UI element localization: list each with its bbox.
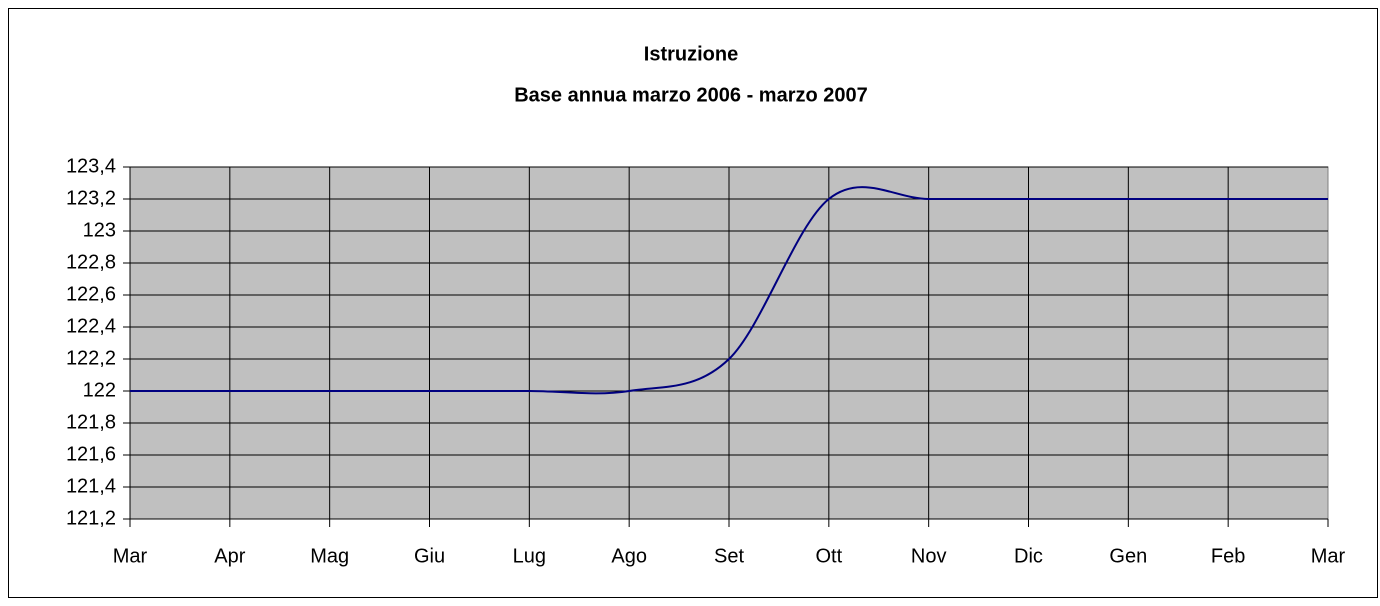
- x-tick-label: Giu: [414, 545, 445, 567]
- y-tick-label: 122,4: [66, 315, 116, 337]
- y-tick-label: 123: [83, 219, 116, 241]
- x-tick-label: Mar: [1311, 545, 1346, 567]
- x-tick-label: Nov: [911, 545, 947, 567]
- y-tick-label: 122,8: [66, 251, 116, 273]
- y-tick-label: 121,2: [66, 507, 116, 529]
- y-tick-label: 121,6: [66, 443, 116, 465]
- x-tick-label: Gen: [1109, 545, 1147, 567]
- x-tick-label: Set: [714, 545, 744, 567]
- chart-title: Istruzione: [644, 43, 738, 65]
- x-tick-label: Lug: [513, 545, 546, 567]
- x-tick-label: Mar: [113, 545, 148, 567]
- x-tick-label: Feb: [1211, 545, 1245, 567]
- x-tick-label: Ott: [815, 545, 842, 567]
- y-tick-label: 121,4: [66, 475, 116, 497]
- y-tick-label: 121,8: [66, 411, 116, 433]
- line-series: [130, 186, 1328, 395]
- chart-subtitle: Base annua marzo 2006 - marzo 2007: [514, 84, 868, 106]
- y-tick-label: 123,4: [66, 155, 116, 177]
- x-tick-label: Ago: [611, 545, 647, 567]
- y-tick-label: 123,2: [66, 187, 116, 209]
- y-tick-label: 122,6: [66, 283, 116, 305]
- y-tick-label: 122: [83, 379, 116, 401]
- y-tick-label: 122,2: [66, 347, 116, 369]
- x-tick-label: Apr: [214, 545, 245, 567]
- x-tick-label: Dic: [1014, 545, 1043, 567]
- x-tick-label: Mag: [310, 545, 349, 567]
